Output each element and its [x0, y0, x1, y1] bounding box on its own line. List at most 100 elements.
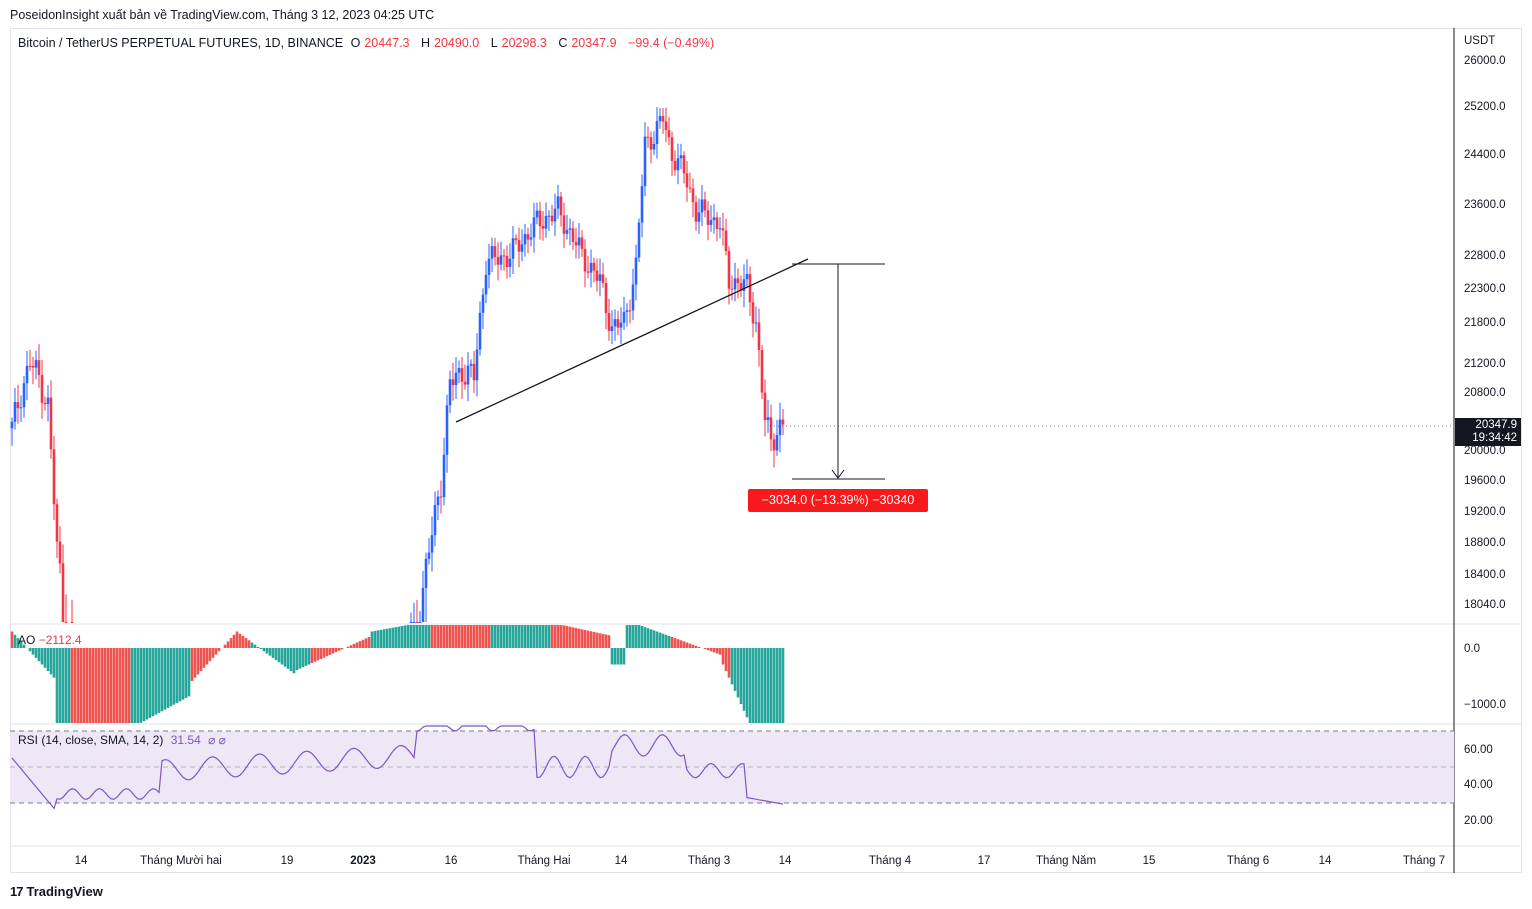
- ao-bar: [283, 648, 287, 667]
- candle-body: [508, 258, 512, 267]
- ao-bar: [361, 639, 365, 648]
- price-tick: 22800.0: [1464, 250, 1506, 262]
- ao-bar: [82, 648, 86, 723]
- rsi-extra: ⌀ ⌀: [208, 733, 226, 747]
- ao-bar: [241, 635, 245, 648]
- time-axis[interactable]: 14 Tháng Mười hai 19 2023 16 Tháng Hai 14 Tháng…: [75, 855, 1446, 867]
- ao-bar: [31, 648, 35, 655]
- ao-bar: [184, 648, 188, 699]
- ao-bar: [235, 631, 239, 648]
- ao-bar: [211, 648, 215, 658]
- ao-bar: [661, 633, 665, 648]
- rsi-tick: 60.00: [1464, 744, 1493, 756]
- ao-bar: [382, 629, 386, 648]
- ao-bar: [754, 648, 758, 723]
- measure-arrow-head: [831, 469, 845, 479]
- ao-bar: [112, 648, 116, 723]
- ao-bar: [328, 648, 332, 655]
- ao-bar: [763, 648, 767, 723]
- price-tick: 23600.0: [1464, 199, 1506, 211]
- candle-body: [658, 115, 662, 122]
- candle-body: [460, 368, 464, 382]
- candle-body: [502, 255, 506, 257]
- ao-bar: [46, 648, 50, 672]
- candle-body: [748, 274, 752, 303]
- price-tick: 18800.0: [1464, 537, 1506, 549]
- ao-bar: [58, 648, 62, 723]
- ao-bar: [508, 625, 512, 648]
- ao-bar: [532, 625, 536, 648]
- price-tick: 21200.0: [1464, 358, 1506, 370]
- ao-bar: [301, 648, 305, 668]
- ao-bar: [529, 625, 533, 648]
- ao-bar: [274, 648, 278, 661]
- candle-body: [523, 234, 527, 245]
- high-label: H: [420, 36, 431, 50]
- ao-bar: [490, 625, 494, 648]
- measure-label[interactable]: −3034.0 (−13.39%) −30340: [748, 489, 928, 512]
- ao-bar: [475, 625, 479, 648]
- footer-brand[interactable]: 17 TradingView: [10, 884, 103, 899]
- time-tick: 16: [445, 855, 458, 867]
- ao-bar: [97, 648, 101, 723]
- currency-label: USDT: [1464, 35, 1495, 47]
- ao-bar: [268, 648, 272, 656]
- time-tick: 15: [1143, 855, 1156, 867]
- candle-body: [769, 417, 773, 440]
- price-axis[interactable]: 26000.0 25200.0 24400.0 23600.0 22800.0 22300…: [1464, 55, 1506, 611]
- ao-bar: [223, 644, 227, 648]
- candle-body: [562, 215, 566, 234]
- candle-body: [43, 402, 47, 405]
- candle-body: [451, 379, 455, 386]
- ao-bar: [568, 626, 572, 648]
- candle-body: [652, 143, 656, 150]
- ao-bar: [178, 648, 182, 702]
- ao-bar: [559, 625, 563, 648]
- candle-body: [40, 375, 44, 403]
- ao-bar: [166, 648, 170, 708]
- ao-bar: [472, 625, 476, 648]
- ao-bar: [118, 648, 122, 723]
- candle-body: [592, 262, 596, 271]
- price-tick: 18400.0: [1464, 569, 1506, 581]
- candle-body: [625, 310, 629, 312]
- ao-bar: [691, 644, 695, 648]
- ao-bar: [322, 648, 326, 658]
- candle-body: [532, 217, 536, 238]
- candle-body: [703, 199, 707, 211]
- candle-body: [685, 173, 689, 188]
- candle-body: [487, 258, 491, 275]
- candle-body: [484, 274, 488, 295]
- symbol-title: Bitcoin / TetherUS PERPETUAL FUTURES, 1D…: [18, 36, 344, 50]
- ao-bar: [481, 625, 485, 648]
- time-tick: 14: [75, 855, 88, 867]
- candle-body: [718, 228, 722, 230]
- time-tick: Tháng 3: [688, 855, 730, 867]
- ao-bar: [22, 644, 26, 648]
- ao-bar: [190, 648, 194, 681]
- ao-bar: [199, 648, 203, 672]
- ao-bar: [145, 648, 149, 720]
- ao-bar: [391, 627, 395, 648]
- ao-bar: [79, 648, 83, 723]
- ao-bar: [175, 648, 179, 703]
- ao-bar: [655, 631, 659, 648]
- ao-bar: [433, 625, 437, 648]
- ao-bar: [718, 648, 722, 655]
- ao-bar: [544, 625, 548, 648]
- candle-body: [628, 310, 632, 312]
- candle-body: [505, 255, 509, 267]
- ao-bar: [646, 628, 650, 648]
- ao-bar: [526, 625, 530, 648]
- low-label: L: [490, 36, 498, 50]
- ao-bar: [76, 648, 80, 723]
- time-tick: Tháng Năm: [1036, 855, 1096, 867]
- candle-body: [547, 215, 551, 217]
- ao-bar: [724, 648, 728, 672]
- ao-axis: 0.0 −1000.0: [1464, 643, 1506, 711]
- candle-body: [535, 210, 539, 218]
- ao-bar: [520, 625, 524, 648]
- trend-line[interactable]: [455, 258, 809, 423]
- candles-group[interactable]: [10, 107, 785, 623]
